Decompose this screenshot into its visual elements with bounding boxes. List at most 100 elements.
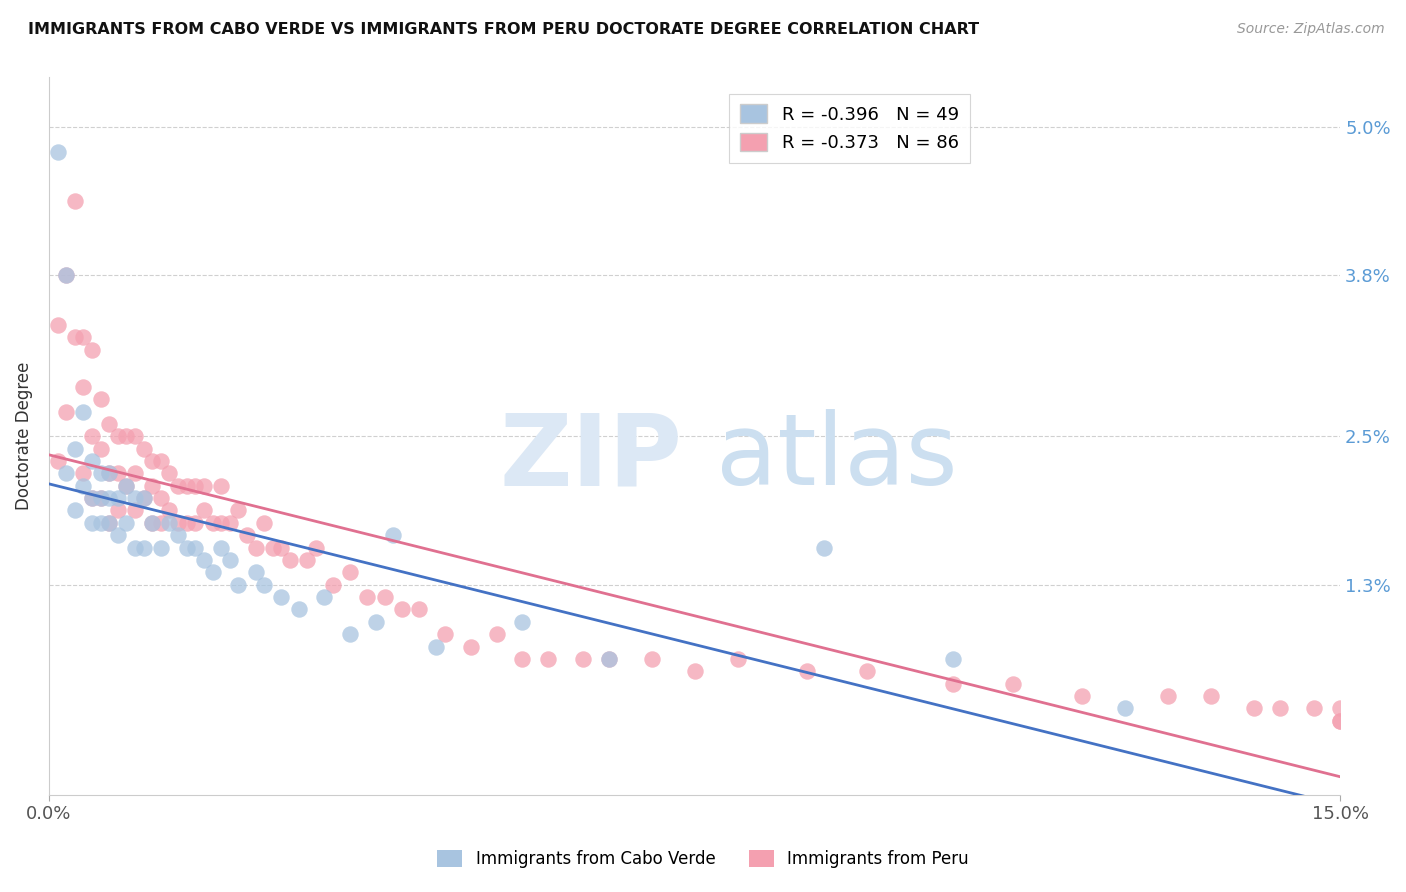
Point [598,652,620,666]
Point [55,268,77,283]
Point [253,578,276,592]
Point [193,553,215,567]
Point [115,429,138,443]
Point [90,392,112,406]
Point [98,516,121,530]
Point [813,541,835,555]
Point [1329,714,1351,728]
Point [1303,701,1326,715]
Point [115,479,138,493]
Point [184,479,207,493]
Point [209,479,232,493]
Point [141,516,163,530]
Legend: R = -0.396   N = 49, R = -0.373   N = 86: R = -0.396 N = 49, R = -0.373 N = 86 [730,94,970,163]
Point [124,541,146,555]
Point [942,676,965,690]
Point [167,479,190,493]
Point [253,516,276,530]
Point [228,578,250,592]
Point [1243,701,1265,715]
Point [339,566,361,580]
Point [80,491,103,505]
Point [184,516,207,530]
Point [176,479,198,493]
Point [141,479,163,493]
Point [942,652,965,666]
Point [433,627,456,641]
Point [796,665,818,679]
Point [98,467,121,481]
Point [63,442,86,456]
Text: IMMIGRANTS FROM CABO VERDE VS IMMIGRANTS FROM PERU DOCTORATE DEGREE CORRELATION : IMMIGRANTS FROM CABO VERDE VS IMMIGRANTS… [28,22,979,37]
Point [46,454,69,468]
Point [236,528,259,542]
Point [287,602,309,616]
Point [1199,689,1222,703]
Point [374,590,396,604]
Point [149,454,172,468]
Point [245,566,267,580]
Point [124,429,146,443]
Point [132,541,155,555]
Point [855,665,877,679]
Point [218,553,240,567]
Point [209,541,232,555]
Point [270,590,292,604]
Point [149,541,172,555]
Point [1071,689,1094,703]
Point [115,516,138,530]
Point [80,516,103,530]
Point [184,541,207,555]
Point [72,330,94,344]
Point [132,491,155,505]
Point [167,516,190,530]
Point [314,590,336,604]
Point [124,491,146,505]
Point [72,380,94,394]
Point [201,566,224,580]
Point [98,467,121,481]
Point [132,442,155,456]
Point [107,491,129,505]
Point [90,491,112,505]
Point [262,541,284,555]
Point [270,541,292,555]
Point [218,516,240,530]
Point [201,516,224,530]
Point [141,454,163,468]
Point [425,640,447,654]
Point [72,479,94,493]
Point [537,652,560,666]
Point [512,652,534,666]
Point [305,541,328,555]
Point [98,491,121,505]
Point [382,528,405,542]
Point [408,602,430,616]
Point [356,590,378,604]
Point [141,516,163,530]
Point [55,268,77,283]
Point [98,417,121,431]
Point [90,442,112,456]
Point [193,503,215,517]
Point [72,467,94,481]
Point [107,503,129,517]
Point [63,330,86,344]
Point [598,652,620,666]
Text: atlas: atlas [716,409,957,507]
Point [46,145,69,159]
Point [176,516,198,530]
Point [159,516,181,530]
Point [278,553,301,567]
Point [90,491,112,505]
Point [176,541,198,555]
Point [107,467,129,481]
Point [98,516,121,530]
Point [46,318,69,332]
Point [297,553,319,567]
Point [80,429,103,443]
Point [159,503,181,517]
Point [90,516,112,530]
Point [124,467,146,481]
Point [228,503,250,517]
